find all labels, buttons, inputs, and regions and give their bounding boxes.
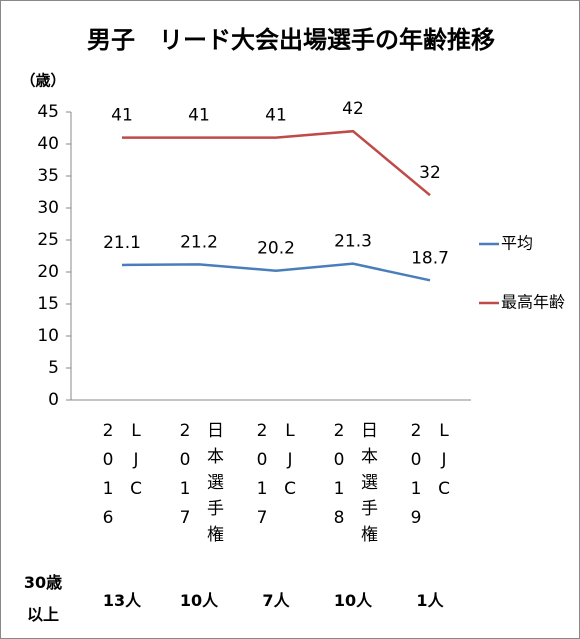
footer-count: 10人 bbox=[333, 591, 373, 610]
data-label: 41 bbox=[265, 106, 287, 126]
y-tick-label: 10 bbox=[37, 326, 59, 346]
footer-count: 13人 bbox=[102, 591, 142, 610]
series-line bbox=[122, 129, 431, 197]
data-label: 42 bbox=[342, 99, 364, 119]
y-tick-label: 25 bbox=[37, 230, 59, 250]
y-unit: （歳） bbox=[20, 72, 65, 90]
y-tick-label: 20 bbox=[37, 262, 59, 282]
data-label: 21.1 bbox=[103, 233, 141, 253]
data-label: 20.2 bbox=[257, 239, 295, 259]
data-label: 32 bbox=[419, 163, 441, 183]
y-tick-label: 0 bbox=[48, 390, 59, 410]
data-label: 41 bbox=[111, 106, 133, 126]
legend-label: 平均 bbox=[501, 234, 533, 253]
y-tick-label: 15 bbox=[37, 294, 59, 314]
series-line bbox=[121, 262, 431, 282]
legend-label: 最高年齢 bbox=[501, 293, 565, 312]
x-tick-label: 2017 日本選手権 bbox=[175, 421, 223, 551]
y-tick-label: 40 bbox=[37, 134, 59, 154]
x-tick-label: 2018 日本選手権 bbox=[329, 421, 377, 551]
footer-count: 10人 bbox=[179, 591, 219, 610]
y-tick-label: 45 bbox=[37, 102, 59, 122]
footer-label: 以上 bbox=[26, 605, 60, 624]
data-label: 18.7 bbox=[411, 248, 449, 268]
x-tick-label: 2019 LJC bbox=[406, 421, 454, 537]
y-tick-label: 30 bbox=[37, 198, 59, 218]
chart-title: 男子 リード大会出場選手の年齢推移 bbox=[87, 26, 495, 54]
y-tick-label: 35 bbox=[37, 166, 59, 186]
footer-count: 1人 bbox=[416, 591, 444, 610]
data-label: 41 bbox=[188, 106, 210, 126]
footer-count: 7人 bbox=[262, 591, 290, 610]
data-label: 21.2 bbox=[180, 232, 218, 252]
data-label: 21.3 bbox=[334, 232, 372, 252]
y-tick-label: 5 bbox=[48, 358, 59, 378]
x-tick-label: 2016 LJC bbox=[98, 421, 146, 537]
footer-label: 30歳 bbox=[23, 573, 63, 592]
x-tick-label: 2017 LJC bbox=[252, 421, 300, 537]
